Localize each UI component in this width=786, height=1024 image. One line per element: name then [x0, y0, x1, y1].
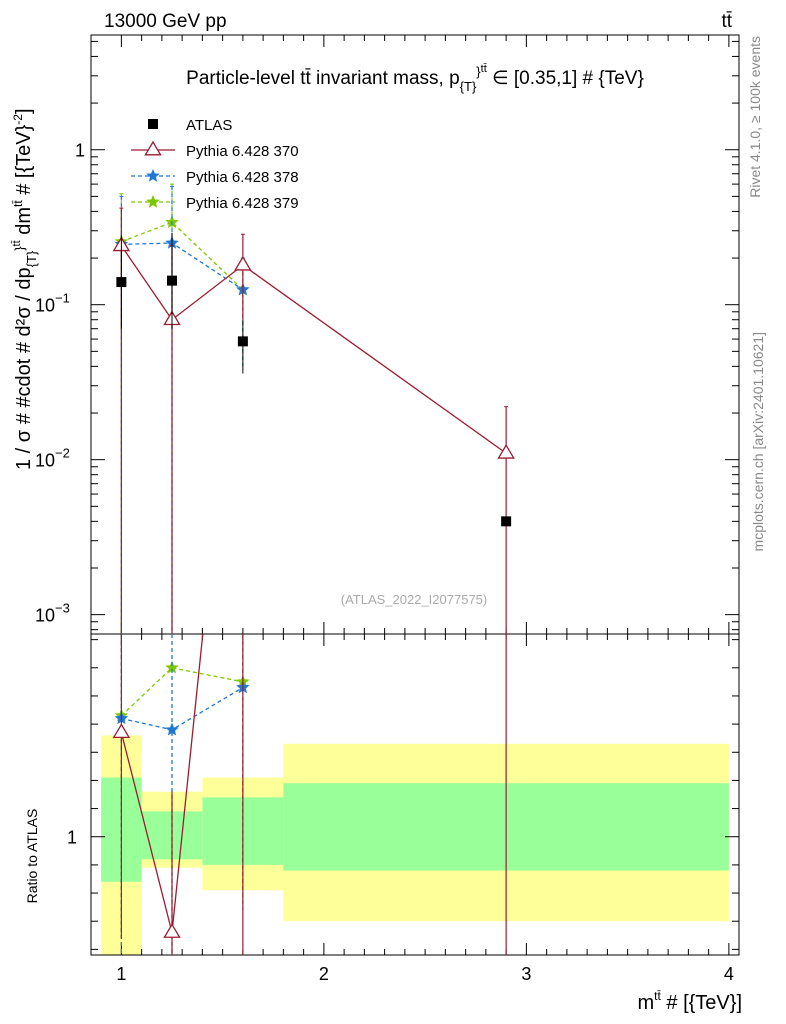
y-tick-label: 1	[75, 141, 85, 161]
y-axis-label: 1 / σ # #cdot # d²σ / dp{T}}tt̄ dmtt̄ # …	[11, 108, 39, 470]
x-axis-label: mtt̄ # [{TeV}]	[637, 989, 742, 1014]
ratio-marker	[165, 722, 179, 736]
series-0	[116, 233, 512, 527]
legend-marker	[148, 119, 158, 129]
watermark: (ATLAS_2022_I2077575)	[341, 592, 487, 607]
ratio-frame	[90, 633, 740, 956]
data-point	[167, 275, 177, 286]
y-tick-label: 10−3	[35, 601, 70, 626]
title-sup-tt: tt̄	[481, 63, 487, 75]
ratio-marker	[112, 723, 131, 739]
y-tick-label: 10−1	[35, 291, 70, 316]
series-layer	[112, 183, 515, 955]
title-part-1: Particle-level tt̄ invariant mass, p	[186, 68, 460, 89]
data-point	[237, 336, 248, 347]
x-tick-label: 1	[116, 964, 126, 984]
series-marker	[234, 255, 252, 271]
data-point	[116, 277, 127, 288]
legend-label: Pythia 6.428 378	[186, 169, 299, 186]
chart-title: Particle-level tt̄ invariant mass, p{T}}…	[186, 63, 644, 94]
title-sub: {T}	[460, 79, 477, 94]
ratio-y-label: Ratio to ATLAS	[24, 809, 40, 904]
title-sup: }	[476, 64, 481, 79]
legend-label: Pythia 6.428 370	[186, 143, 299, 160]
series-line	[121, 221, 244, 291]
legend-entry-0: ATLAS	[148, 117, 232, 134]
mcplots-label: mcplots.cern.ch [arXiv:2401.10621]	[750, 332, 766, 551]
x-tick-label: 2	[319, 964, 329, 984]
ratio-line	[120, 667, 244, 717]
ratio-line	[121, 686, 244, 731]
title-part-2: ∈ [0.35,1] # {TeV}	[487, 68, 644, 89]
ratio-series-1	[112, 634, 507, 955]
ratio-marker	[163, 923, 181, 938]
legend-label: Pythia 6.428 379	[186, 195, 299, 212]
ratio-line	[120, 634, 204, 933]
x-tick-label: 4	[724, 964, 734, 984]
rivet-label: Rivet 4.1.0, ≥ 100k events	[747, 36, 763, 198]
legend-entry-3: Pythia 6.428 379	[131, 194, 299, 212]
main-axes: 1 2 3 4 10−3 10−2 10−1 1 1	[35, 34, 740, 984]
series-line	[120, 245, 507, 454]
series-line	[121, 242, 244, 291]
legend-label: ATLAS	[186, 117, 232, 134]
legend-marker	[146, 168, 160, 182]
legend-entry-2: Pythia 6.428 378	[131, 168, 299, 186]
legend-marker	[146, 194, 160, 208]
process-label: tt̄	[721, 11, 732, 32]
ratio-tick-label: 1	[67, 828, 77, 848]
data-point	[501, 516, 512, 527]
legend: ATLAS Pythia 6.428 370 Pythia 6.428 378 Pyt…	[131, 117, 299, 212]
y-tick-label: 10−2	[35, 446, 70, 471]
legend-marker	[144, 140, 162, 156]
legend-entry-1: Pythia 6.428 370	[131, 140, 299, 160]
x-tick-label: 3	[521, 964, 531, 984]
series-marker	[497, 443, 515, 459]
energy-label: 13000 GeV pp	[104, 11, 227, 32]
ratio-bands	[101, 735, 729, 955]
